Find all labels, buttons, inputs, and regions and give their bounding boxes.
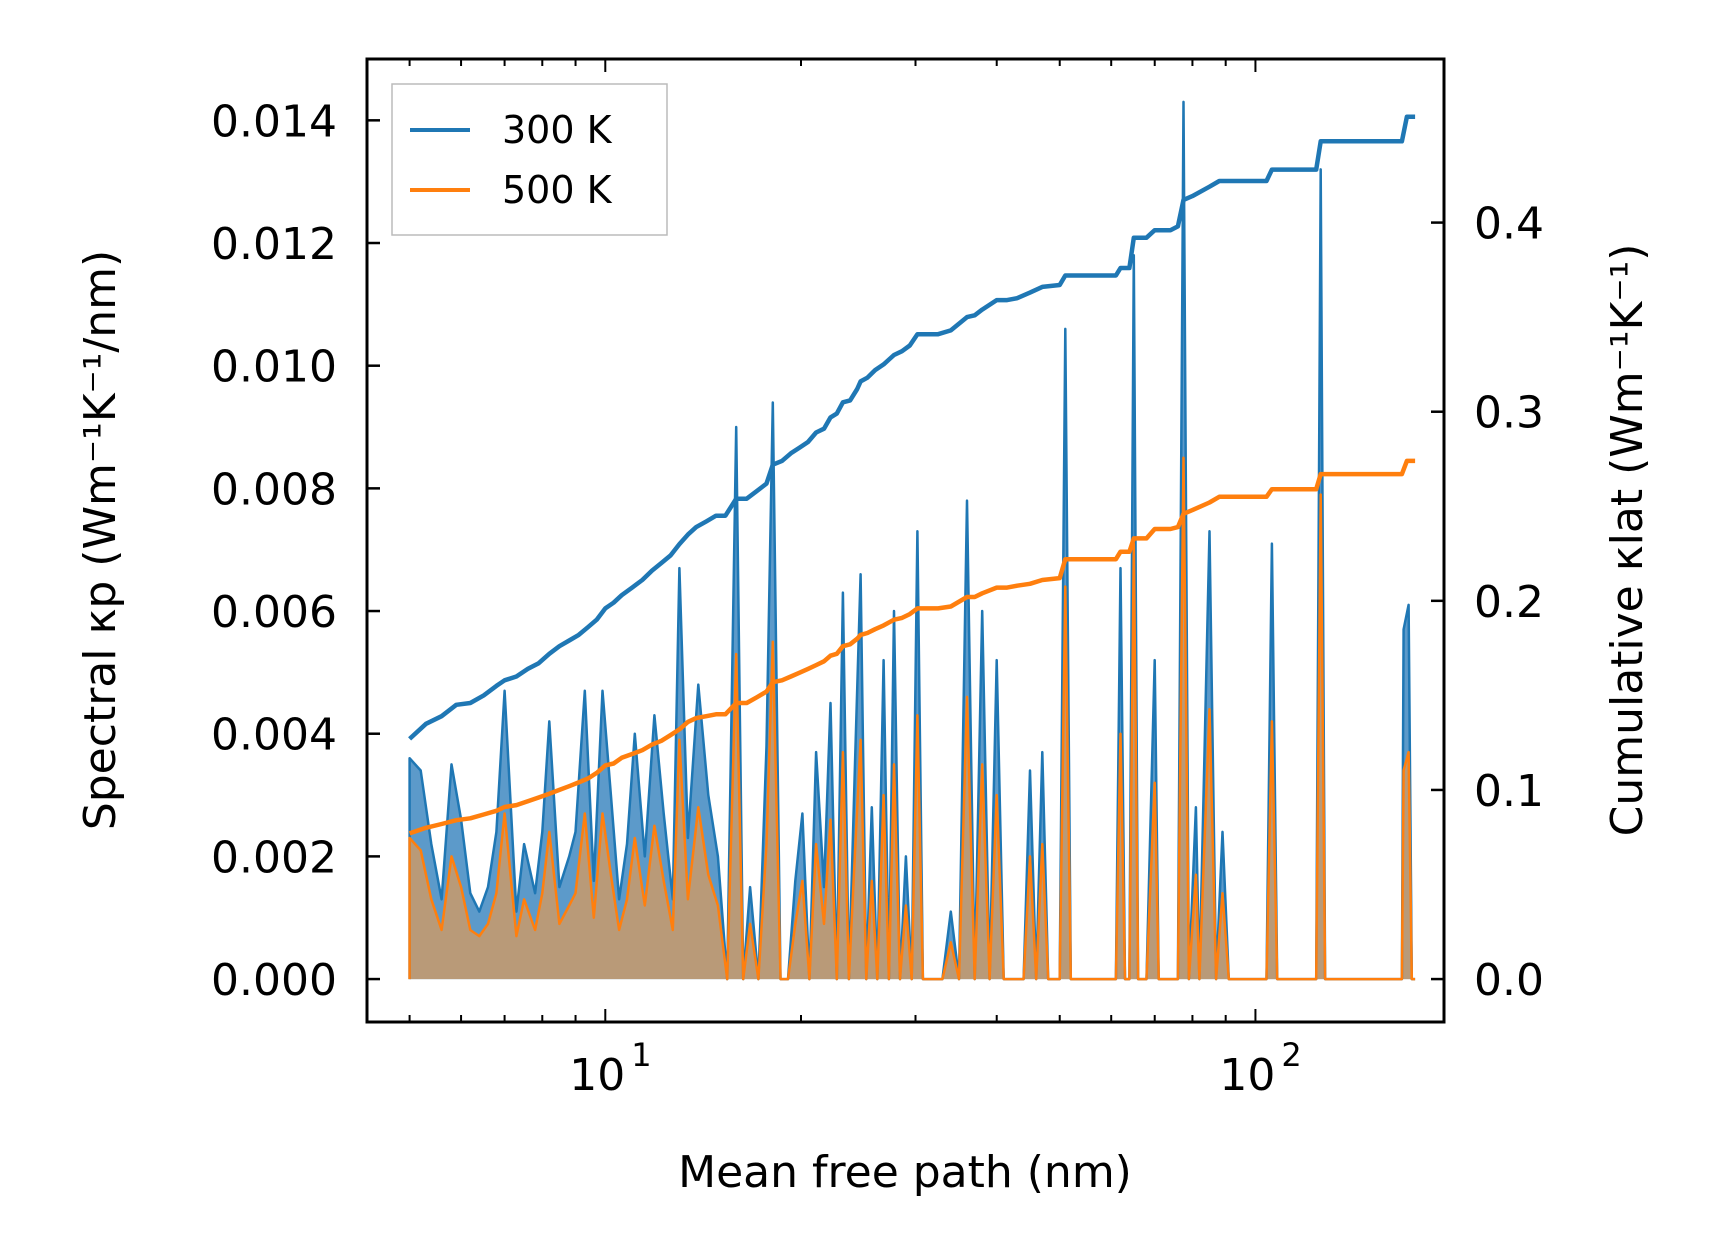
y-left-axis-label: Spectral κp (Wm⁻¹K⁻¹/nm)	[75, 250, 126, 830]
y-left-tick-label: 0.004	[211, 710, 337, 761]
y-right-tick-label: 0.0	[1474, 955, 1544, 1006]
legend-label-300k: 300 K	[502, 108, 613, 152]
y-right-tick-label: 0.3	[1474, 388, 1544, 439]
plot-frame	[365, 57, 1446, 1024]
y-left-tick-label: 0.002	[211, 832, 337, 883]
x-tick-label-exponent: 1	[631, 1036, 651, 1074]
legend-box	[391, 83, 668, 236]
spectral-fills	[409, 101, 1416, 980]
cumulative-line-300k	[408, 114, 1416, 741]
y-right-tick-label: 0.4	[1474, 199, 1544, 250]
x-axis-label: Mean free path (nm)	[678, 1147, 1132, 1198]
y-right-axis-label: Cumulative κlat (Wm⁻¹K⁻¹)	[1602, 244, 1653, 837]
spectral-lines	[408, 100, 1416, 981]
y-left-tick-label: 0.012	[211, 219, 337, 270]
y-right-tick-label: 0.1	[1474, 766, 1544, 817]
legend-label-500k: 500 K	[502, 168, 613, 212]
y-left-tick-label: 0.000	[211, 955, 337, 1006]
legend: 300 K 500 K	[391, 83, 668, 236]
x-tick-label: 10	[1219, 1050, 1275, 1101]
tick-labels: 0.0000.0020.0040.0060.0080.0100.0120.014…	[211, 96, 1544, 1101]
spectral-area-500k	[409, 457, 1416, 980]
x-tick-label-exponent: 2	[1281, 1036, 1301, 1074]
y-left-tick-label: 0.006	[211, 587, 337, 638]
spectral-line-300k	[408, 100, 1416, 981]
y-left-tick-label: 0.014	[211, 96, 337, 147]
axis-ticks	[367, 59, 1444, 1022]
y-left-tick-label: 0.010	[211, 342, 337, 393]
cumulative-lines	[408, 114, 1416, 836]
cumulative-line-500k	[408, 458, 1416, 836]
y-left-tick-label: 0.008	[211, 464, 337, 515]
spectral-line-500k	[408, 456, 1416, 981]
y-right-tick-label: 0.2	[1474, 577, 1544, 628]
x-tick-label: 10	[569, 1050, 625, 1101]
